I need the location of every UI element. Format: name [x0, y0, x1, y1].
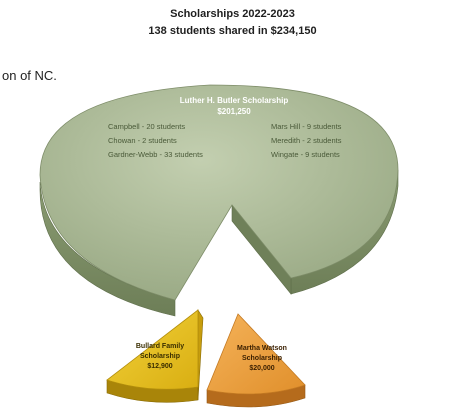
side-text-fragment: on of NC. — [2, 68, 57, 83]
butler-detail-wingate: Wingate - 9 students — [271, 150, 340, 159]
chart-subtitle: 138 students shared in $234,150 — [148, 25, 317, 37]
watson-label-line2: Scholarship — [242, 355, 282, 362]
butler-detail-campbell: Campbell - 20 students — [108, 122, 185, 131]
butler-detail-gardner-webb: Gardner-Webb - 33 students — [108, 150, 203, 159]
slice-watson-top — [206, 313, 306, 395]
slice-bullard-inner-side — [197, 308, 204, 401]
bullard-value-label: $12,900 — [147, 363, 172, 370]
slice-butler-side — [39, 181, 176, 317]
slice-butler — [39, 84, 399, 317]
watson-label-line1: Martha Watson — [237, 345, 287, 352]
chart-title: Scholarships 2022-2023 — [170, 8, 295, 20]
butler-title-label: Luther H. Butler Scholarship — [180, 96, 289, 105]
slice-bullard-top — [106, 309, 199, 390]
slice-bullard — [106, 308, 204, 403]
slice-butler-top — [39, 84, 399, 301]
slice-watson — [206, 313, 306, 408]
watson-value-label: $20,000 — [249, 365, 274, 372]
butler-value-label: $201,250 — [217, 107, 251, 116]
bullard-label-line1: Bullard Family — [136, 343, 184, 350]
butler-detail-chowan: Chowan - 2 students — [108, 136, 177, 145]
bullard-label-line2: Scholarship — [140, 353, 180, 360]
butler-detail-meredith: Meredith - 2 students — [271, 136, 342, 145]
butler-detail-mars-hill: Mars Hill - 9 students — [271, 122, 342, 131]
